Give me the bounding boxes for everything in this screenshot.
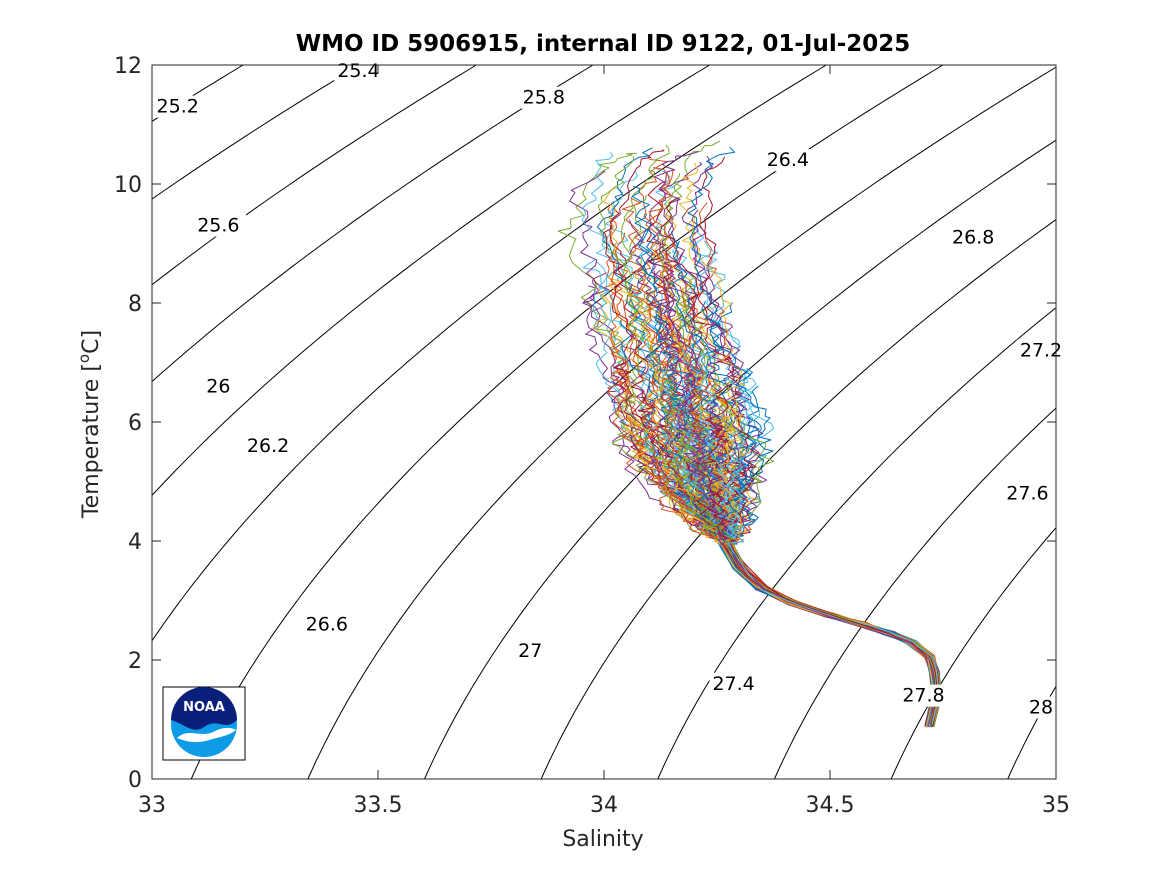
x-tick-label: 34: [590, 793, 618, 818]
x-tick-label: 35: [1042, 793, 1070, 818]
y-axis-label-main: Temperature [: [79, 363, 104, 519]
profile-trace: [629, 283, 940, 725]
isopycnal-line: [152, 65, 361, 200]
x-tick-label: 33: [138, 793, 166, 818]
x-axis-label: Salinity: [562, 827, 643, 852]
logo-text: NOAA: [183, 700, 225, 715]
profile-trace: [696, 434, 939, 726]
isopycnal-label: 27.6: [1006, 482, 1048, 504]
y-tick-label: 6: [128, 411, 142, 436]
isopycnal-label: 25.6: [197, 215, 239, 237]
isopycnal-label: 25.8: [523, 87, 565, 109]
isopycnal-label-bg: [1003, 482, 1056, 505]
isopycnal-label: 26.8: [952, 227, 994, 249]
profile-trace: [620, 144, 938, 726]
x-tick-label: 33.5: [354, 793, 403, 818]
isopycnal-label: 25.4: [337, 60, 379, 82]
isopycnal-label-bg: [515, 640, 545, 663]
isopycnal-line: [890, 526, 1056, 779]
isopycnal-line: [152, 65, 478, 286]
y-axis-label-superscript: o: [75, 354, 93, 363]
y-axis: 0 2 4 6 8 10 12: [114, 54, 1056, 793]
isopycnal-label-bg: [1025, 696, 1055, 719]
y-tick-label: 2: [128, 649, 142, 674]
x-tick-label: 34.5: [806, 793, 855, 818]
profile-trace: [654, 269, 936, 725]
y-axis-label: Temperature [oC]: [75, 330, 104, 519]
isopycnal-label-bg: [153, 95, 206, 118]
isopycnal-label: 26.2: [247, 435, 289, 457]
isopycnal-label: 28: [1029, 697, 1053, 719]
isopycnal-line: [152, 65, 594, 383]
isopycnal-label-bg: [899, 684, 952, 707]
isopycnal-label: 26.4: [767, 149, 809, 171]
isopycnal-label: 26.6: [306, 613, 348, 635]
isopycnal-label: 27.2: [1020, 340, 1062, 362]
y-tick-label: 12: [114, 54, 142, 79]
noaa-logo: NOAA: [162, 686, 246, 761]
isopycnal-line: [152, 65, 828, 642]
isopycnal-label: 25.2: [157, 96, 199, 118]
y-tick-label: 8: [128, 292, 142, 317]
isopycnal-label: 27.4: [712, 673, 754, 695]
y-axis-label-end: C]: [79, 330, 104, 354]
y-tick-label: 0: [128, 768, 142, 793]
x-axis: 33 33.5 34 34.5 35: [138, 65, 1070, 818]
isopycnal-label-bg: [302, 613, 355, 636]
profile-trace: [626, 287, 935, 728]
isopycnal-label-bg: [709, 672, 762, 695]
profile-trace: [619, 320, 933, 727]
chart-title: WMO ID 5906915, internal ID 9122, 01-Jul…: [296, 31, 911, 57]
profile-trace: [665, 376, 942, 728]
isopycnal-label-bg: [519, 86, 572, 109]
isopycnal-label-bg: [949, 226, 1002, 249]
isopycnal-label-bg: [203, 375, 233, 398]
y-tick-label: 4: [128, 530, 142, 555]
isopycnal-label-bg: [194, 214, 247, 237]
isopycnal-label: 27: [518, 640, 542, 662]
isopycnal-line: [307, 66, 1056, 779]
logo-wave: [177, 727, 236, 743]
profile-trace: [569, 170, 936, 725]
profile-trace: [695, 342, 940, 725]
isopycnal-label-bg: [763, 149, 816, 172]
isopycnal-label-bg: [243, 434, 296, 457]
isopycnal-label: 26: [206, 375, 230, 397]
isopycnal-labels: 25.2 25.4 25.6 25.8 26 26.2 26.4 26.6 26.8 27 27.2…: [153, 59, 1069, 719]
profile-traces: [557, 140, 942, 728]
isopycnal-line: [540, 219, 1056, 779]
logo-navy-top: [171, 687, 237, 730]
profile-trace: [679, 162, 939, 725]
y-tick-label: 10: [114, 173, 142, 198]
isopycnal-line: [152, 65, 711, 497]
isopycnal-label: 27.8: [902, 685, 944, 707]
isopycnal-line: [773, 407, 1056, 779]
